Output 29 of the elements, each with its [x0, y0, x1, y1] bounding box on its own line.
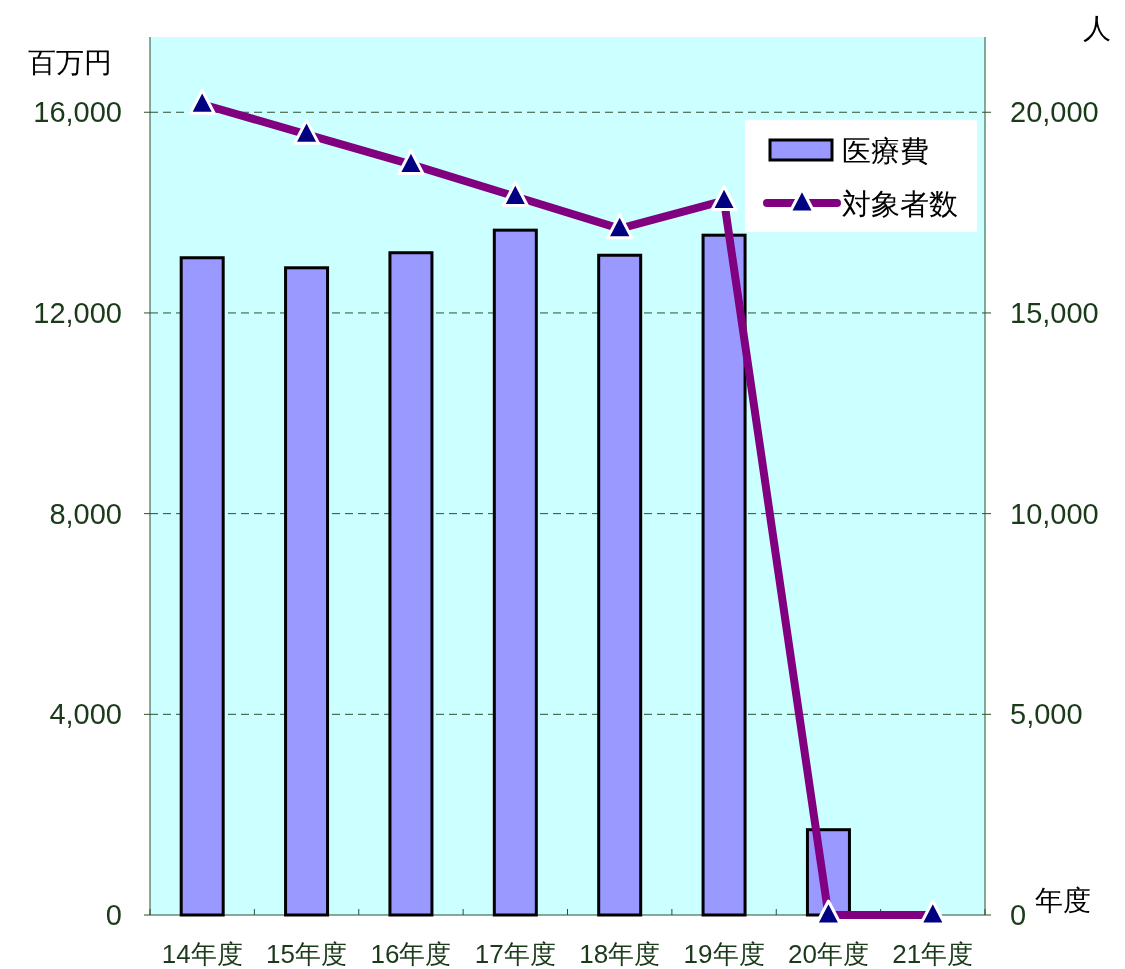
y-tick-label: 4,000 [49, 698, 122, 731]
y2-tick-label: 20,000 [1010, 96, 1099, 129]
bar [179, 256, 225, 917]
x-tick-label: 18年度 [579, 939, 661, 969]
x-tick-label: 15年度 [266, 939, 348, 969]
bar [284, 266, 330, 917]
bar [701, 233, 747, 917]
y-tick-label: 0 [105, 899, 122, 931]
bar [388, 251, 434, 917]
x-tick-label: 20年度 [787, 939, 869, 969]
x-tick-label: 19年度 [683, 939, 765, 969]
bar [492, 228, 538, 917]
y2-tick-label: 5,000 [1010, 698, 1083, 731]
x-axis-title: 年度 [1035, 885, 1091, 916]
x-tick-label: 14年度 [161, 939, 243, 969]
x-tick-label: 17年度 [474, 939, 556, 969]
y-tick-label: 16,000 [33, 96, 122, 129]
legend-label: 対象者数 [842, 188, 958, 220]
y2-tick-label: 10,000 [1010, 497, 1099, 530]
y2-tick-label: 0 [1010, 899, 1027, 931]
y-tick-label: 12,000 [33, 296, 122, 329]
x-tick-label: 21年度 [892, 939, 974, 969]
y2-axis-title: 人 [1083, 13, 1111, 44]
legend-label: 医療費 [842, 135, 929, 167]
y-tick-label: 8,000 [49, 497, 122, 530]
bar [597, 253, 643, 917]
y-axis-title: 百万円 [28, 47, 112, 78]
y2-tick-label: 15,000 [1010, 296, 1099, 329]
x-tick-label: 16年度 [370, 939, 452, 969]
